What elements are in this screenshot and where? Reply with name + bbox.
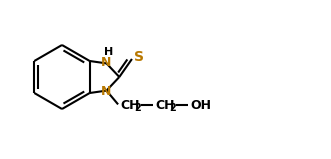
Text: CH: CH [120, 99, 140, 112]
Text: 2: 2 [169, 103, 176, 113]
Text: H: H [104, 47, 113, 57]
Text: S: S [134, 50, 144, 64]
Text: OH: OH [190, 99, 211, 112]
Text: CH: CH [155, 99, 174, 112]
Text: N: N [101, 56, 112, 69]
Text: 2: 2 [134, 103, 141, 113]
Text: N: N [101, 85, 112, 98]
